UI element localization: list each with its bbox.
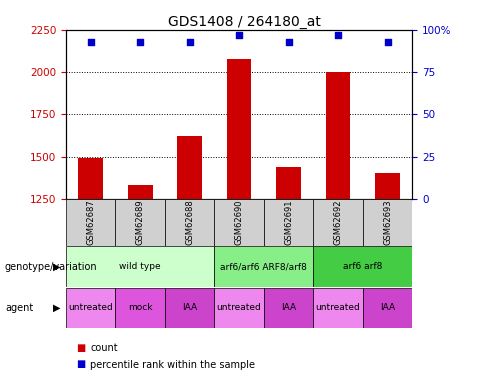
Bar bbox=[66, 288, 115, 328]
Text: GSM62689: GSM62689 bbox=[136, 200, 144, 245]
Bar bbox=[128, 185, 153, 199]
Point bbox=[87, 39, 95, 45]
Text: GSM62687: GSM62687 bbox=[86, 200, 95, 245]
Text: percentile rank within the sample: percentile rank within the sample bbox=[90, 360, 255, 369]
Text: ▶: ▶ bbox=[53, 303, 61, 313]
Text: untreated: untreated bbox=[316, 303, 361, 312]
Bar bbox=[165, 199, 214, 246]
Bar bbox=[115, 199, 165, 246]
Text: GSM62690: GSM62690 bbox=[235, 200, 244, 245]
Bar bbox=[264, 288, 313, 328]
Text: untreated: untreated bbox=[68, 303, 113, 312]
Text: IAA: IAA bbox=[380, 303, 395, 312]
Bar bbox=[276, 166, 301, 199]
Bar bbox=[326, 72, 350, 199]
Bar bbox=[66, 199, 115, 246]
Text: count: count bbox=[90, 343, 118, 353]
Point bbox=[334, 32, 342, 38]
Bar bbox=[264, 199, 313, 246]
Bar bbox=[227, 59, 251, 199]
Text: IAA: IAA bbox=[182, 303, 197, 312]
Text: ■: ■ bbox=[76, 343, 85, 353]
Text: IAA: IAA bbox=[281, 303, 296, 312]
Bar bbox=[165, 288, 214, 328]
Point bbox=[186, 39, 194, 45]
Point bbox=[285, 39, 292, 45]
Bar bbox=[214, 246, 313, 287]
Bar bbox=[177, 136, 202, 199]
Text: mock: mock bbox=[128, 303, 152, 312]
Text: GSM62692: GSM62692 bbox=[334, 200, 343, 245]
Text: wild type: wild type bbox=[119, 262, 161, 271]
Text: GSM62691: GSM62691 bbox=[284, 200, 293, 245]
Text: ■: ■ bbox=[76, 360, 85, 369]
Bar bbox=[313, 288, 363, 328]
Bar bbox=[363, 199, 412, 246]
Point bbox=[136, 39, 144, 45]
Text: untreated: untreated bbox=[217, 303, 262, 312]
Bar bbox=[313, 199, 363, 246]
Bar bbox=[214, 199, 264, 246]
Text: GSM62693: GSM62693 bbox=[383, 200, 392, 245]
Bar bbox=[313, 246, 412, 287]
Text: arf6 arf8: arf6 arf8 bbox=[343, 262, 383, 271]
Bar bbox=[66, 246, 214, 287]
Bar bbox=[375, 173, 400, 199]
Bar bbox=[214, 288, 264, 328]
Text: genotype/variation: genotype/variation bbox=[5, 262, 98, 272]
Text: ▶: ▶ bbox=[53, 262, 61, 272]
Bar bbox=[78, 158, 103, 199]
Bar bbox=[115, 288, 165, 328]
Text: GDS1408 / 264180_at: GDS1408 / 264180_at bbox=[167, 15, 321, 29]
Point bbox=[384, 39, 391, 45]
Text: GSM62688: GSM62688 bbox=[185, 200, 194, 245]
Point bbox=[235, 32, 243, 38]
Bar bbox=[363, 288, 412, 328]
Text: agent: agent bbox=[5, 303, 33, 313]
Text: arf6/arf6 ARF8/arf8: arf6/arf6 ARF8/arf8 bbox=[221, 262, 307, 271]
